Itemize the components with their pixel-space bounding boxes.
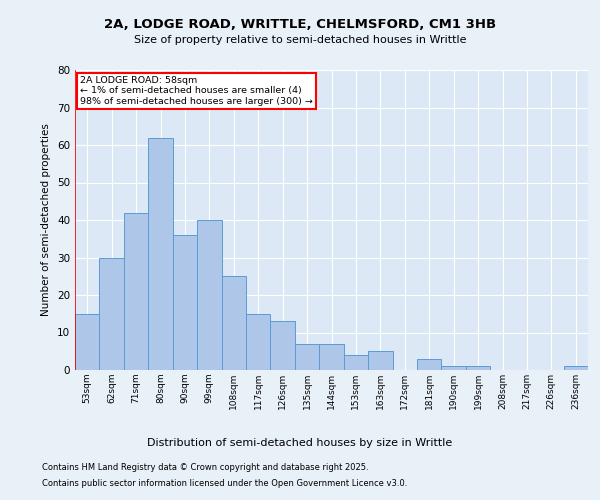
Bar <box>221 276 246 370</box>
Y-axis label: Number of semi-detached properties: Number of semi-detached properties <box>41 124 52 316</box>
Bar <box>197 220 221 370</box>
Bar <box>148 138 173 370</box>
Bar <box>368 351 392 370</box>
Bar <box>417 359 442 370</box>
Bar <box>344 355 368 370</box>
Text: Contains HM Land Registry data © Crown copyright and database right 2025.: Contains HM Land Registry data © Crown c… <box>42 464 368 472</box>
Bar <box>466 366 490 370</box>
Text: Size of property relative to semi-detached houses in Writtle: Size of property relative to semi-detach… <box>134 35 466 45</box>
Bar <box>442 366 466 370</box>
Bar <box>173 235 197 370</box>
Bar <box>75 314 100 370</box>
Text: Distribution of semi-detached houses by size in Writtle: Distribution of semi-detached houses by … <box>148 438 452 448</box>
Bar <box>295 344 319 370</box>
Bar <box>100 258 124 370</box>
Text: 2A, LODGE ROAD, WRITTLE, CHELMSFORD, CM1 3HB: 2A, LODGE ROAD, WRITTLE, CHELMSFORD, CM1… <box>104 18 496 30</box>
Bar <box>246 314 271 370</box>
Text: 2A LODGE ROAD: 58sqm
← 1% of semi-detached houses are smaller (4)
98% of semi-de: 2A LODGE ROAD: 58sqm ← 1% of semi-detach… <box>80 76 313 106</box>
Bar <box>319 344 344 370</box>
Bar <box>563 366 588 370</box>
Text: Contains public sector information licensed under the Open Government Licence v3: Contains public sector information licen… <box>42 478 407 488</box>
Bar <box>124 212 148 370</box>
Bar <box>271 322 295 370</box>
